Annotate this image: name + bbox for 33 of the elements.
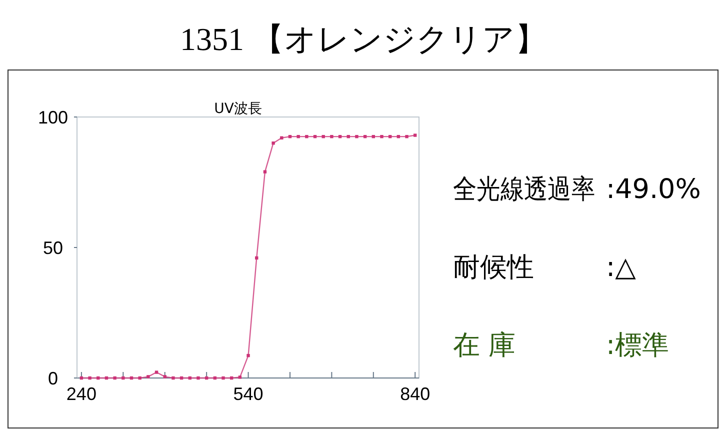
text: 在 庫: [453, 330, 516, 361]
point: [414, 134, 417, 137]
point: [138, 376, 142, 380]
point: [122, 376, 125, 380]
point: [272, 142, 275, 145]
x-tick-label: 540: [233, 384, 264, 404]
y-tick-label: 0: [48, 368, 58, 388]
point: [296, 134, 300, 138]
point: [88, 376, 92, 380]
point: [163, 375, 166, 378]
point: [222, 376, 225, 380]
point: [154, 370, 158, 374]
x-tick-label: 240: [66, 384, 96, 404]
point: [246, 354, 250, 358]
x-tick-label: 840: [400, 384, 430, 404]
y-tick-label: 100: [38, 107, 68, 128]
point: [305, 134, 308, 138]
text: 耐候性: [453, 252, 534, 283]
point: [113, 376, 116, 380]
point: [380, 134, 384, 138]
text: :標準: [606, 330, 670, 361]
y-tick-label: 50: [42, 238, 64, 258]
point: [355, 134, 358, 138]
point: [196, 376, 200, 380]
point: [238, 376, 242, 379]
point: [330, 134, 334, 138]
chart-title: 1351 【オレンジクリア】: [180, 21, 547, 57]
point: [146, 375, 150, 378]
chart-subtitle: UV波長: [214, 101, 262, 117]
point: [405, 134, 408, 138]
text: :△: [606, 252, 636, 283]
point: [172, 376, 175, 380]
point: [263, 170, 267, 174]
